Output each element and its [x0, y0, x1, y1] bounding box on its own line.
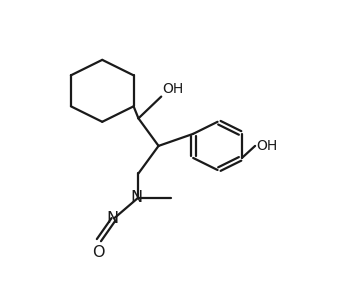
Text: O: O — [92, 245, 104, 260]
Text: OH: OH — [256, 139, 278, 153]
Text: OH: OH — [163, 82, 184, 96]
Text: N: N — [130, 190, 142, 205]
Text: N: N — [106, 211, 118, 226]
